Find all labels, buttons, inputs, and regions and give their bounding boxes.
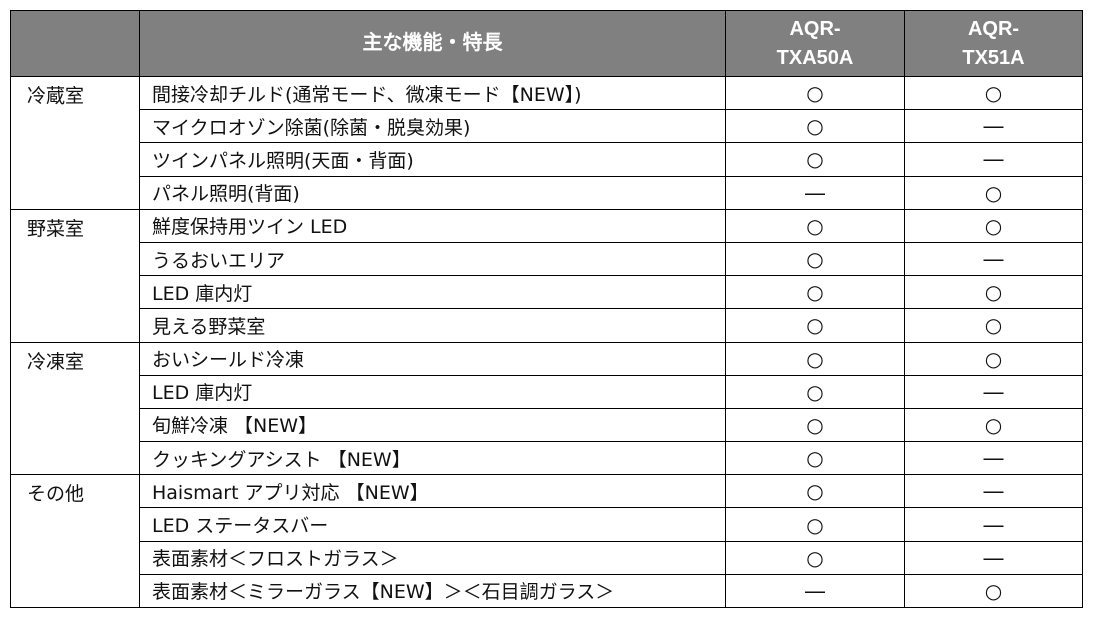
category-cell: 野菜室 [10,208,140,343]
model-a-mark: ― [725,573,905,609]
table-row: 表面素材＜ミラーガラス【NEW】＞＜石目調ガラス＞ ― ○ [11,573,1083,609]
model-a-mark: ○ [725,540,905,575]
category-cell: 冷凍室 [10,341,140,476]
table-row: 冷凍室 おいシールド冷凍 ○ ○ [10,341,1083,476]
table-row: うるおいエリア ○ ― [11,241,1083,277]
model-b-mark: ― [904,109,1083,144]
table-row: マイクロオゾン除菌(除菌・脱臭効果) ○ ― [11,109,1083,144]
model-a-mark: ○ [725,441,905,476]
table-row: LED 庫内灯 ○ ― [11,374,1083,409]
feature-cell: 見える野菜室 [139,308,726,343]
table-row: ツインパネル照明(天面・背面) ○ ― [11,142,1083,177]
model-b-mark: ○ [904,308,1083,343]
model-a-mark: ○ [725,507,905,542]
feature-cell: 間接冷却チルド(通常モード、微凍モード【NEW】) [139,75,726,111]
category-cell: その他 [10,474,140,608]
model-a-mark: ― [725,175,905,210]
model-a-mark: ○ [725,109,905,144]
model-b-mark: ○ [904,175,1083,210]
table-row: LED ステータスバー ○ ― [11,507,1083,542]
model-b-mark: ○ [904,407,1083,443]
feature-cell: マイクロオゾン除菌(除菌・脱臭効果) [139,109,726,144]
model-b-mark: ― [904,142,1083,177]
model-a-mark: ○ [725,275,905,310]
table-row: パネル照明(背面) ― ○ [11,175,1083,210]
model-b-mark: ― [904,241,1083,277]
header-row: 主な機能・特長 AQR- TXA50A AQR- TX51A [10,10,1083,77]
model-a-mark: ○ [725,374,905,409]
feature-cell: LED ステータスバー [139,507,726,542]
model-b-mark: ― [904,441,1083,476]
feature-cell: クッキングアシスト 【NEW】 [139,441,726,476]
header-model-a: AQR- TXA50A [725,10,905,77]
model-b-mark: ― [904,507,1083,542]
model-b-mark: ○ [904,75,1083,111]
header-feature: 主な機能・特長 [139,10,726,77]
model-a-mark: ○ [725,208,905,243]
feature-cell: 旬鮮冷凍 【NEW】 [139,407,726,443]
model-b-mark: ○ [904,573,1083,609]
model-b-mark: ― [904,374,1083,409]
model-b-mark: ― [904,540,1083,575]
table-row: クッキングアシスト 【NEW】 ○ ― [11,441,1083,476]
model-a-mark: ○ [725,241,905,277]
model-a-mark: ○ [725,474,905,509]
feature-comparison-table: 主な機能・特長 AQR- TXA50A AQR- TX51A 冷蔵室 間接冷却チルド(… [10,10,1083,609]
table-row: 旬鮮冷凍 【NEW】 ○ ○ [11,407,1083,443]
model-a-mark: ○ [725,75,905,111]
feature-cell: 表面素材＜フロストガラス＞ [139,540,726,575]
feature-cell: おいシールド冷凍 [139,341,726,376]
feature-cell: LED 庫内灯 [139,374,726,409]
model-a-mark: ○ [725,407,905,443]
model-a-mark: ○ [725,341,905,376]
feature-cell: LED 庫内灯 [139,275,726,310]
model-b-mark: ― [904,474,1083,509]
model-b-mark: ○ [904,341,1083,376]
table-row: 野菜室 鮮度保持用ツイン LED ○ ○ [10,208,1083,343]
model-a-mark: ○ [725,142,905,177]
feature-cell: 表面素材＜ミラーガラス【NEW】＞＜石目調ガラス＞ [139,573,726,609]
category-cell: 冷蔵室 [10,76,140,210]
feature-cell: パネル照明(背面) [139,175,726,210]
table-row: 表面素材＜フロストガラス＞ ○ ― [11,540,1083,575]
model-b-mark: ○ [904,275,1083,310]
table-row: その他 Haismart アプリ対応 【NEW】 ○ ― [10,474,1083,608]
feature-cell: Haismart アプリ対応 【NEW】 [139,474,726,509]
table-row: 見える野菜室 ○ ○ [11,308,1083,343]
feature-cell: うるおいエリア [139,241,726,277]
feature-cell: ツインパネル照明(天面・背面) [139,142,726,177]
header-category [10,10,140,77]
model-a-mark: ○ [725,308,905,343]
table-row: 冷蔵室 間接冷却チルド(通常モード、微凍モード【NEW】) ○ ○ [10,75,1083,210]
table-row: LED 庫内灯 ○ ○ [11,275,1083,310]
feature-cell: 鮮度保持用ツイン LED [139,208,726,243]
model-b-mark: ○ [904,208,1083,243]
header-model-b: AQR- TX51A [904,10,1083,77]
